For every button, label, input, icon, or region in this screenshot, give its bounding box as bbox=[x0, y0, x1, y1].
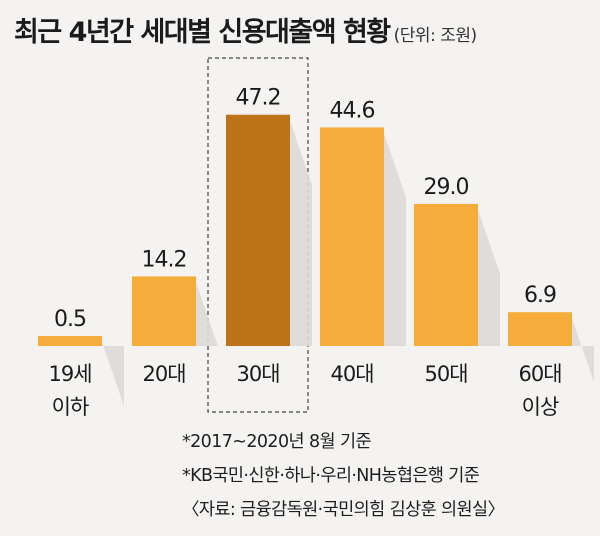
bar-value-label: 47.2 bbox=[236, 86, 281, 111]
bar-shadow bbox=[102, 342, 124, 406]
bar-value-label: 0.5 bbox=[54, 307, 86, 332]
bar-value-label: 29.0 bbox=[424, 175, 469, 200]
bar-value-label: 44.6 bbox=[330, 98, 375, 123]
bar bbox=[320, 127, 384, 347]
note-period: *2017~2020년 8월 기준 bbox=[182, 432, 372, 452]
category-label: 20대 bbox=[142, 362, 185, 386]
bar-shadow bbox=[478, 209, 500, 346]
bar bbox=[132, 276, 196, 346]
bar-shadow bbox=[384, 133, 406, 346]
category-label: 60대 bbox=[518, 362, 561, 386]
note-source: 〈자료: 금융감독원·국민의힘 김상훈 의원실〉 bbox=[182, 500, 505, 520]
bar-shadow bbox=[196, 282, 218, 347]
unit-label: (단위: 조원) bbox=[393, 26, 477, 46]
category-label: 19세 bbox=[48, 362, 91, 386]
bar-shadow bbox=[572, 318, 594, 383]
bar bbox=[38, 336, 102, 346]
bar bbox=[414, 203, 478, 346]
bar-shadow bbox=[290, 120, 312, 346]
category-label: 40대 bbox=[330, 362, 373, 386]
category-label: 이하 bbox=[52, 395, 89, 419]
category-label: 이상 bbox=[522, 395, 559, 419]
category-label: 30대 bbox=[236, 362, 279, 386]
chart-title: 최근 4년간 세대별 신용대출액 현황 (단위: 조원) bbox=[14, 10, 477, 49]
category-label: 50대 bbox=[424, 362, 467, 386]
bar-value-label: 14.2 bbox=[142, 247, 187, 272]
bar bbox=[508, 312, 572, 346]
note-banks: *KB국민·신한·하나·우리·NH농협은행 기준 bbox=[182, 466, 480, 486]
bar-value-label: 6.9 bbox=[524, 283, 556, 308]
title-text: 최근 4년간 세대별 신용대출액 현황 bbox=[14, 17, 391, 48]
bar bbox=[226, 114, 290, 346]
